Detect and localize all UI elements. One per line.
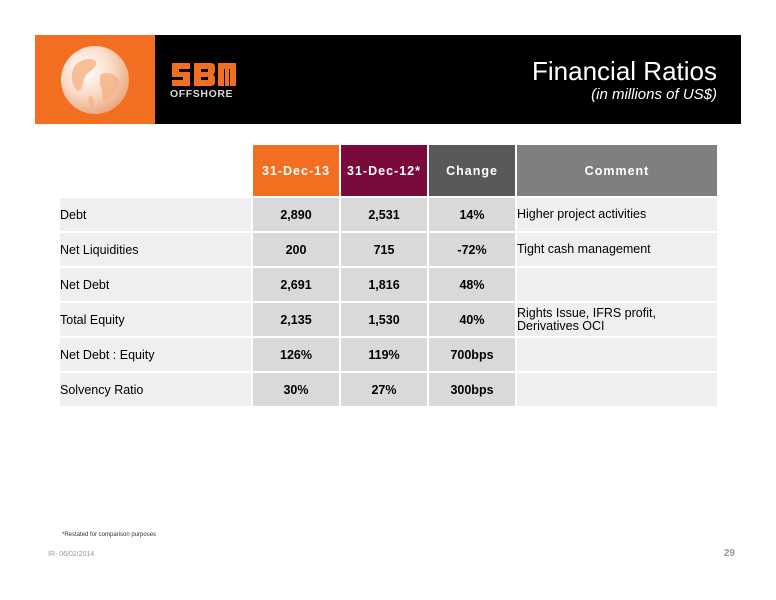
table-row: Net Debt 2,691 1,816 48% (60, 268, 717, 301)
table-row: Solvency Ratio 30% 27% 300bps (60, 373, 717, 406)
value-change: 48% (429, 268, 515, 301)
value-comment (517, 268, 717, 301)
sbm-logo-mark (172, 63, 236, 86)
value-dec12: 2,531 (341, 198, 427, 231)
column-header-comment: Comment (517, 145, 717, 196)
header-banner: OFFSHORE Financial Ratios (in millions o… (35, 35, 741, 124)
page-number: 29 (723, 548, 735, 559)
value-dec13: 2,691 (253, 268, 339, 301)
table-row: Net Debt : Equity 126% 119% 700bps (60, 338, 717, 371)
row-label: Debt (60, 198, 251, 231)
column-header-dec13: 31-Dec-13 (253, 145, 339, 196)
value-dec13: 2,135 (253, 303, 339, 336)
company-logo: OFFSHORE (170, 62, 238, 100)
value-dec12: 27% (341, 373, 427, 406)
value-comment (517, 373, 717, 406)
value-dec12: 715 (341, 233, 427, 266)
value-change: 40% (429, 303, 515, 336)
brand-subtitle: OFFSHORE (170, 88, 234, 100)
page-subtitle: (in millions of US$) (591, 86, 717, 103)
value-dec12: 1,816 (341, 268, 427, 301)
table-row: Debt 2,890 2,531 14% Higher project acti… (60, 198, 717, 231)
header-blank-cell (60, 145, 251, 196)
column-header-dec12: 31-Dec-12* (341, 145, 427, 196)
footer-date: IR- 06/02/2014 (48, 551, 95, 558)
row-label: Net Debt (60, 268, 251, 301)
globe-icon (61, 46, 129, 114)
value-change: 14% (429, 198, 515, 231)
row-label: Net Debt : Equity (60, 338, 251, 371)
value-dec13: 30% (253, 373, 339, 406)
value-comment: Higher project activities (517, 198, 717, 231)
financial-ratios-table: 31-Dec-13 31-Dec-12* Change Comment Debt… (58, 143, 719, 408)
value-comment: Rights Issue, IFRS profit, Derivatives O… (517, 303, 717, 336)
value-dec13: 200 (253, 233, 339, 266)
value-change: -72% (429, 233, 515, 266)
value-change: 300bps (429, 373, 515, 406)
value-dec12: 119% (341, 338, 427, 371)
value-dec13: 2,890 (253, 198, 339, 231)
table-row: Net Liquidities 200 715 -72% Tight cash … (60, 233, 717, 266)
value-dec12: 1,530 (341, 303, 427, 336)
column-header-change: Change (429, 145, 515, 196)
footnote: *Restated for comparison purposes (62, 532, 157, 538)
row-label: Total Equity (60, 303, 251, 336)
value-comment: Tight cash management (517, 233, 717, 266)
page-title: Financial Ratios (532, 56, 717, 86)
row-label: Net Liquidities (60, 233, 251, 266)
row-label: Solvency Ratio (60, 373, 251, 406)
value-comment (517, 338, 717, 371)
logo-panel (35, 35, 155, 124)
value-dec13: 126% (253, 338, 339, 371)
table-header-row: 31-Dec-13 31-Dec-12* Change Comment (60, 145, 717, 196)
table-row: Total Equity 2,135 1,530 40% Rights Issu… (60, 303, 717, 336)
value-change: 700bps (429, 338, 515, 371)
